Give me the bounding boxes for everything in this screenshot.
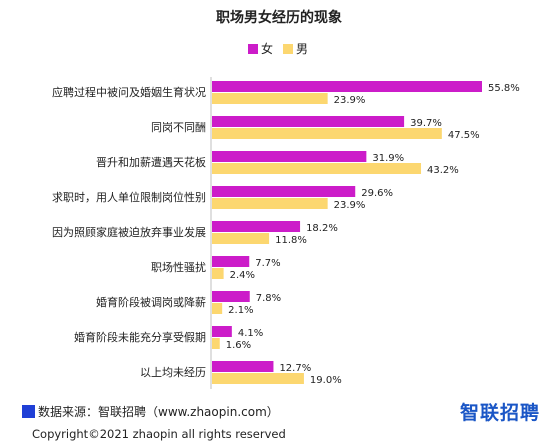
data-label-male: 19.0% [310, 375, 342, 386]
bar-male [212, 93, 328, 104]
bar-female [212, 326, 232, 337]
copyright-text: Copyright©2021 zhaopin all rights reserv… [32, 427, 286, 441]
data-label-female: 7.7% [255, 258, 280, 269]
bar-female [212, 256, 250, 267]
bar-female [212, 361, 274, 372]
bar-male [212, 268, 224, 279]
data-label-male: 47.5% [448, 130, 480, 141]
data-label-male: 2.1% [228, 305, 253, 316]
category-label: 求职时，用人单位限制岗位性别 [52, 190, 206, 204]
category-label: 以上均未经历 [140, 366, 206, 379]
bar-female [212, 81, 482, 92]
category-label: 应聘过程中被问及婚姻生育状况 [52, 85, 206, 99]
bar-male [212, 163, 422, 174]
data-label-female: 12.7% [279, 363, 311, 374]
chart-legend: 女男 [248, 41, 308, 56]
data-label-female: 7.8% [256, 293, 281, 304]
legend-swatch-0 [248, 44, 258, 54]
source-square-icon [22, 405, 35, 418]
category-label: 同岗不同酬 [151, 121, 206, 134]
bar-female [212, 116, 405, 127]
bar-female [212, 186, 356, 197]
bar-female [212, 151, 367, 162]
bar-female [212, 291, 250, 302]
category-label: 职场性骚扰 [151, 260, 206, 274]
bar-male [212, 128, 442, 139]
data-label-male: 23.9% [334, 200, 366, 211]
data-label-male: 43.2% [427, 165, 459, 176]
data-label-female: 39.7% [410, 118, 442, 129]
brand-logo: 智联招聘 [459, 402, 540, 424]
bar-male [212, 198, 328, 209]
category-label: 婚育阶段被调岗或降薪 [96, 295, 206, 309]
category-label: 因为照顾家庭被迫放弃事业发展 [52, 225, 206, 239]
data-label-female: 29.6% [361, 188, 393, 199]
bar-male [212, 373, 304, 384]
legend-label-1: 男 [296, 42, 308, 56]
data-label-female: 55.8% [488, 83, 520, 94]
data-source: 数据来源：智联招聘（www.zhaopin.com） [22, 403, 279, 420]
bar-male [212, 338, 220, 349]
data-label-male: 2.4% [230, 270, 255, 281]
bar-male [212, 303, 223, 314]
legend-label-0: 女 [261, 41, 273, 56]
data-label-male: 1.6% [226, 340, 251, 351]
category-label: 婚育阶段未能充分享受假期 [74, 330, 206, 344]
data-label-male: 11.8% [275, 235, 307, 246]
data-label-female: 18.2% [306, 223, 338, 234]
data-label-female: 31.9% [372, 153, 404, 164]
bar-male [212, 233, 270, 244]
legend-swatch-1 [283, 44, 293, 54]
category-label: 晋升和加薪遭遇天花板 [96, 155, 206, 169]
plot-area: 应聘过程中被问及婚姻生育状况 55.8% 23.9% 同岗不同酬 39.7% 47.5% 晋… [52, 77, 520, 389]
data-label-male: 23.9% [334, 95, 366, 106]
data-label-female: 4.1% [238, 328, 263, 339]
data-source-text: 数据来源：智联招聘（www.zhaopin.com） [38, 405, 279, 419]
chart-title: 职场男女经历的现象 [216, 9, 342, 26]
bar-female [212, 221, 301, 232]
